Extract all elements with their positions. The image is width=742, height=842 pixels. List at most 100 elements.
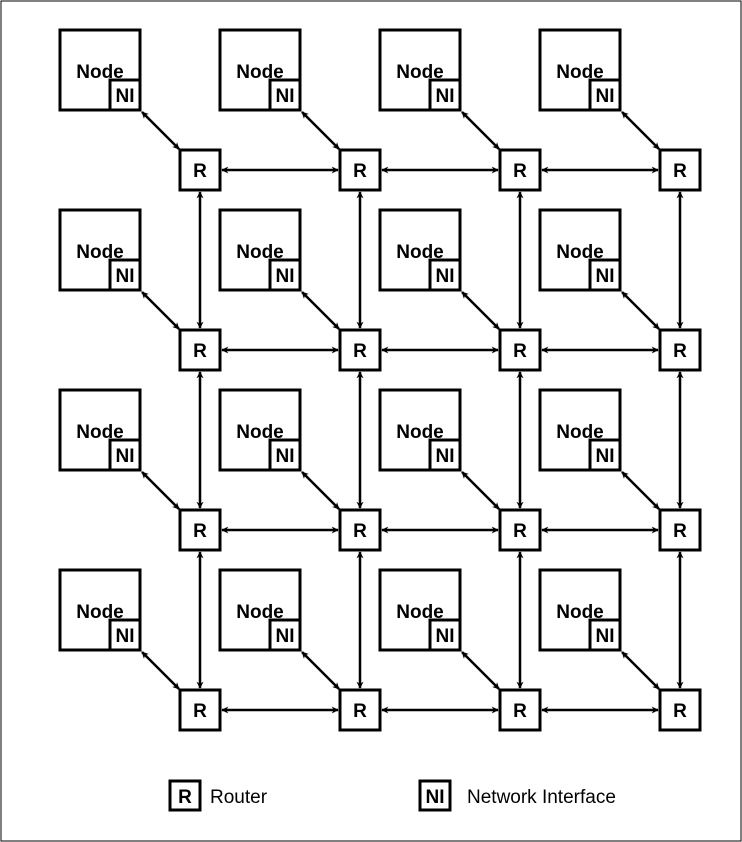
router-r0c1: R (338, 148, 382, 192)
node-label: Node (396, 602, 444, 623)
link-layer (141, 111, 684, 714)
node-label: Node (236, 62, 284, 83)
router-label: R (353, 521, 367, 542)
router-label: R (513, 161, 527, 182)
router-label: R (353, 701, 367, 722)
router-label: R (193, 521, 207, 542)
router-r0c0: R (178, 148, 222, 192)
ni-label: NI (596, 446, 615, 467)
router-label: R (673, 161, 687, 182)
router-label: R (513, 341, 527, 362)
ni-router-link (141, 651, 180, 690)
ni-box (108, 258, 142, 292)
ni-box (428, 438, 462, 472)
legend-router-text: Router (210, 787, 268, 808)
router-box (178, 508, 222, 552)
router-r2c0: R (178, 508, 222, 552)
ni-box (428, 258, 462, 292)
ni-label: NI (596, 266, 615, 287)
router-label: R (673, 341, 687, 362)
ni-label: NI (436, 266, 455, 287)
ni-box (588, 618, 622, 652)
router-box (658, 508, 702, 552)
router-r2c1: R (338, 508, 382, 552)
router-label: R (193, 161, 207, 182)
node-label: Node (76, 62, 124, 83)
ni-label: NI (276, 266, 295, 287)
router-label: R (673, 521, 687, 542)
node-label: Node (76, 422, 124, 443)
node-label: Node (76, 242, 124, 263)
ni-label: NI (116, 626, 135, 647)
node-label: Node (556, 602, 604, 623)
legend-router-symbol: R (178, 787, 192, 808)
ni-box (588, 258, 622, 292)
router-r3c3: R (658, 688, 702, 732)
ni-box (428, 78, 462, 112)
ni-router-link (301, 111, 340, 150)
ni-router-link (621, 651, 660, 690)
ni-box (108, 438, 142, 472)
legend-ni-symbol: NI (426, 787, 445, 808)
ni-router-link (621, 111, 660, 150)
node-r3c0: Node NI (58, 568, 142, 652)
ni-label: NI (116, 86, 135, 107)
ni-router-link (301, 291, 340, 330)
node-label: Node (236, 602, 284, 623)
node-label: Node (236, 242, 284, 263)
ni-router-link (621, 291, 660, 330)
router-r3c2: R (498, 688, 542, 732)
node-r3c2: Node NI (378, 568, 462, 652)
router-label: R (193, 701, 207, 722)
ni-box (588, 438, 622, 472)
router-r1c1: R (338, 328, 382, 372)
router-label: R (353, 161, 367, 182)
router-box (658, 328, 702, 372)
router-box (178, 148, 222, 192)
ni-router-link (461, 111, 500, 150)
node-r1c1: Node NI (218, 208, 302, 292)
ni-router-link (141, 471, 180, 510)
router-box (498, 688, 542, 732)
node-label: Node (396, 422, 444, 443)
router-box (658, 688, 702, 732)
node-r0c0: Node NI (58, 28, 142, 112)
ni-box (108, 618, 142, 652)
ni-router-link (461, 651, 500, 690)
router-box (498, 508, 542, 552)
ni-box (108, 78, 142, 112)
router-r1c3: R (658, 328, 702, 372)
router-r1c2: R (498, 328, 542, 372)
ni-label: NI (596, 626, 615, 647)
node-layer: Node NI Node NI Node NI Node NI Node NI Node NI Node… (58, 28, 622, 652)
node-label: Node (396, 242, 444, 263)
ni-router-link (461, 291, 500, 330)
router-label: R (353, 341, 367, 362)
ni-label: NI (276, 626, 295, 647)
node-label: Node (396, 62, 444, 83)
ni-router-link (141, 291, 180, 330)
router-box (498, 328, 542, 372)
ni-label: NI (116, 266, 135, 287)
legend-ni-box (418, 779, 452, 812)
node-r2c0: Node NI (58, 388, 142, 472)
ni-router-link (621, 471, 660, 510)
ni-router-link (141, 111, 180, 150)
node-r1c0: Node NI (58, 208, 142, 292)
ni-box (588, 78, 622, 112)
router-box (338, 328, 382, 372)
ni-label: NI (436, 446, 455, 467)
ni-label: NI (436, 86, 455, 107)
ni-label: NI (436, 626, 455, 647)
router-r3c0: R (178, 688, 222, 732)
node-r0c1: Node NI (218, 28, 302, 112)
router-r2c2: R (498, 508, 542, 552)
router-label: R (513, 521, 527, 542)
node-r0c3: Node NI (538, 28, 622, 112)
legend: R Router NI Network Interface (168, 779, 616, 812)
node-r1c2: Node NI (378, 208, 462, 292)
router-box (658, 148, 702, 192)
router-box (178, 328, 222, 372)
node-r2c3: Node NI (538, 388, 622, 472)
